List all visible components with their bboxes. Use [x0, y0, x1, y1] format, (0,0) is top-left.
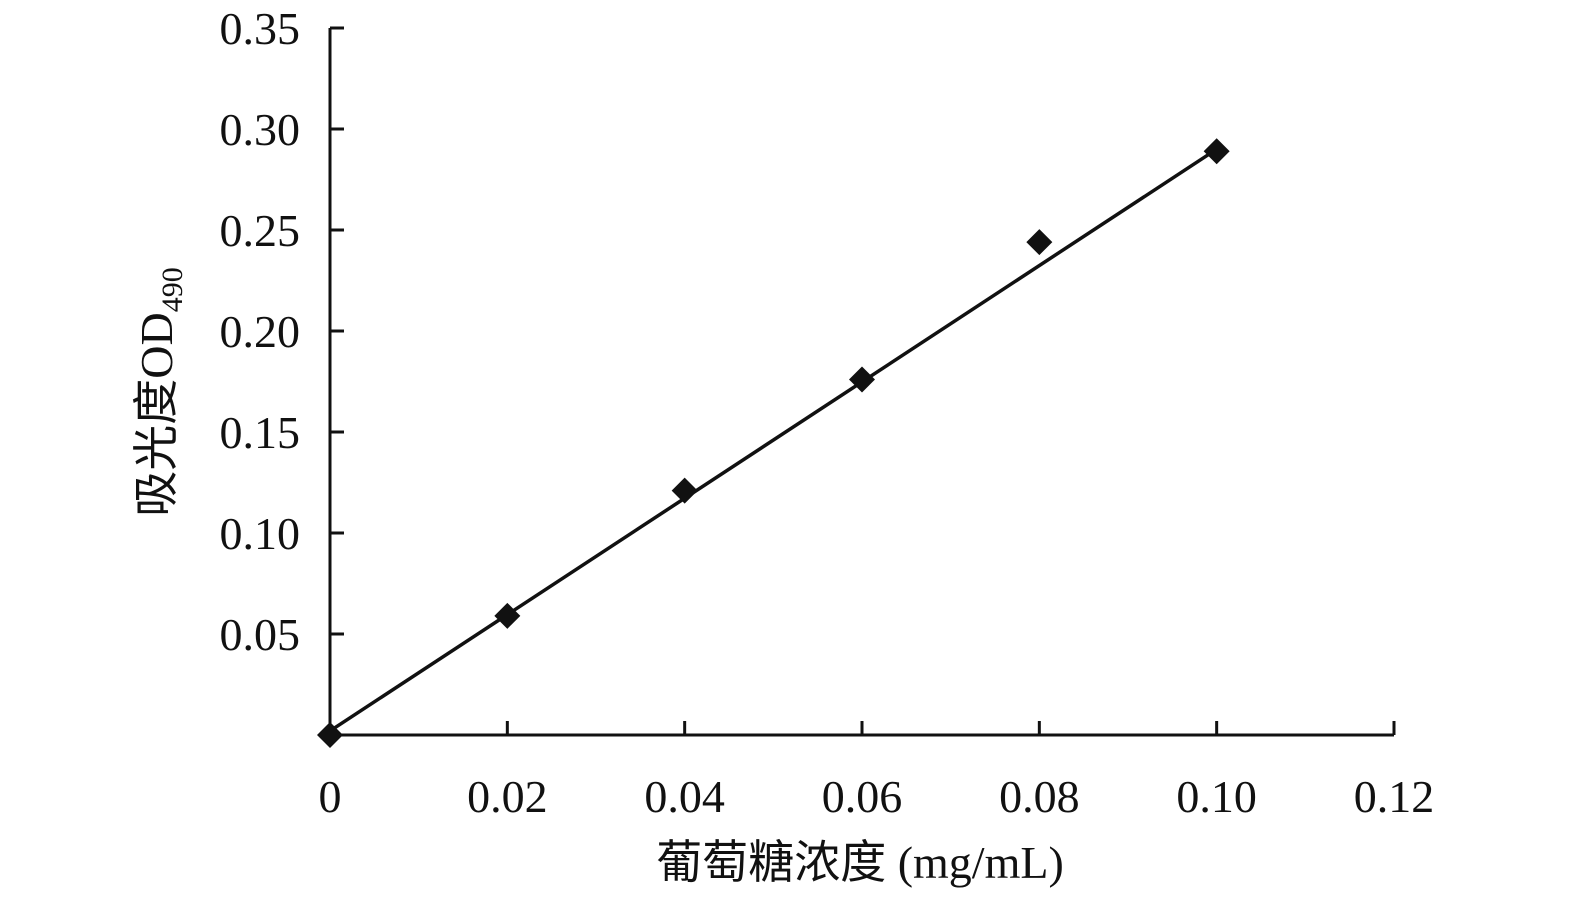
y-tick-label: 0.20 — [220, 306, 301, 357]
x-tick-label: 0.04 — [644, 771, 725, 822]
data-point — [1026, 229, 1053, 256]
y-tick-label: 0.25 — [220, 205, 301, 256]
data-point — [671, 477, 698, 504]
y-axis-title: 吸光度OD490 — [131, 267, 189, 516]
data-point — [1203, 138, 1230, 165]
marks-group — [317, 138, 1230, 748]
x-tick-label: 0 — [319, 771, 342, 822]
x-tick-label: 0.06 — [822, 771, 903, 822]
data-point — [849, 366, 875, 393]
y-tick-label: 0.15 — [220, 407, 301, 458]
data-point — [317, 722, 343, 748]
y-tick-label: 0.35 — [220, 3, 301, 54]
y-axis-title-subscript: 490 — [156, 267, 189, 312]
y-axis-title-main: 吸光度OD — [131, 312, 182, 516]
x-axis-title: 葡萄糖浓度 (mg/mL) — [656, 837, 1064, 888]
y-tick-label: 0.05 — [220, 609, 301, 660]
y-tick-label: 0.30 — [220, 104, 301, 155]
x-tick-label: 0.10 — [1176, 771, 1257, 822]
x-tick-label: 0.08 — [999, 771, 1080, 822]
x-tick-label: 0.12 — [1354, 771, 1435, 822]
trendline — [329, 147, 1218, 733]
y-tick-label: 0.10 — [220, 508, 301, 559]
x-tick-label: 0.02 — [467, 771, 548, 822]
data-point — [494, 602, 521, 629]
tick-group: 0 0.02 0.04 0.06 0.08 0.10 0.12 0.05 0.10 0.15 0.2… — [220, 3, 1435, 822]
